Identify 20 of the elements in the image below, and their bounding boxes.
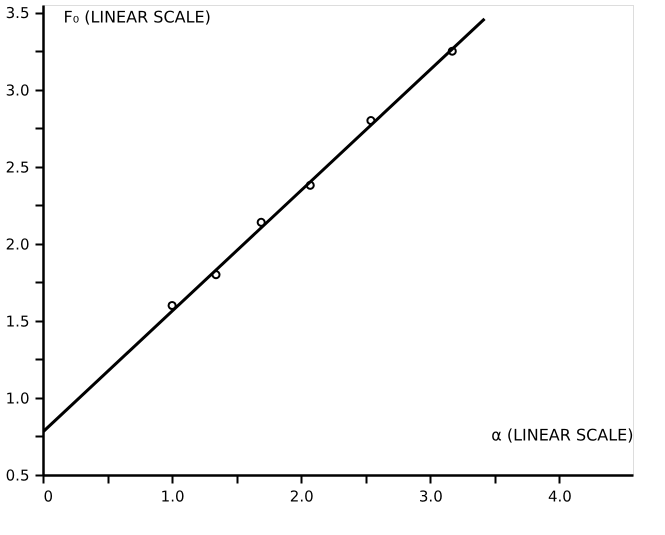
y-tick-label: 0.5	[6, 466, 30, 484]
x-axis-title: α (LINEAR SCALE)	[491, 426, 634, 444]
x-tick-label: 0	[44, 488, 54, 506]
x-tick-label: 3.0	[418, 488, 443, 506]
x-tick-label: 4.0	[548, 488, 572, 506]
point	[256, 218, 266, 227]
y-tick-label: 2.0	[6, 235, 30, 254]
y-tick-label: 2.5	[6, 158, 30, 176]
point	[448, 46, 457, 56]
point	[366, 116, 376, 126]
x-tick-label: 2.0	[290, 488, 314, 506]
x-tick-label: 1.0	[160, 488, 185, 506]
y-tick-label: 1.0	[6, 389, 30, 408]
point	[306, 180, 315, 190]
point	[168, 300, 177, 310]
y-tick-label: 3.5	[6, 4, 30, 22]
y-tick-label: 3.0	[6, 81, 30, 100]
point	[211, 270, 221, 280]
y-axis-title: F₀ (LINEAR SCALE)	[64, 8, 211, 26]
y-tick-label: 1.5	[6, 312, 30, 330]
